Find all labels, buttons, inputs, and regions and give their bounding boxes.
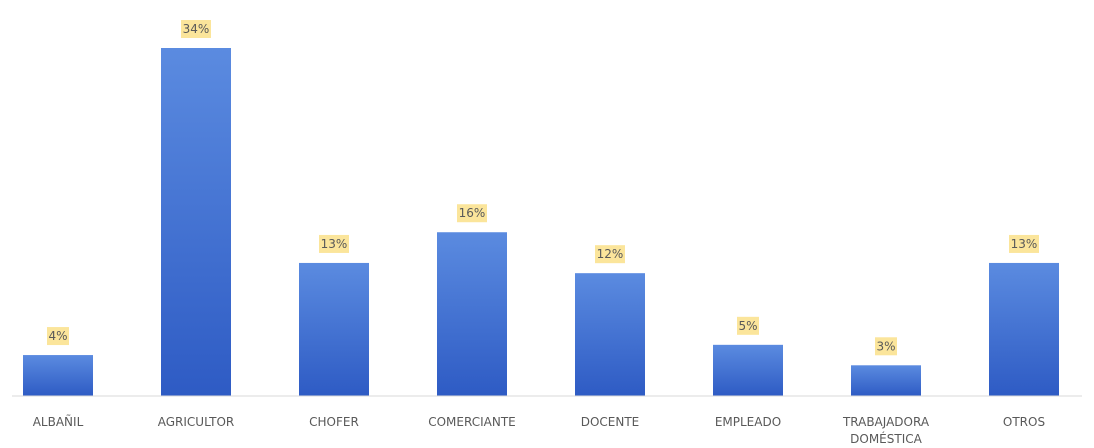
data-label-text-0: 4% bbox=[48, 329, 67, 343]
category-label-0: ALBAÑIL bbox=[33, 414, 84, 429]
bar-1 bbox=[161, 48, 231, 396]
data-label-bg-3 bbox=[457, 204, 487, 223]
data-label-3: 16% bbox=[457, 204, 487, 223]
data-label-text-5: 5% bbox=[738, 319, 757, 333]
bar-2 bbox=[299, 262, 369, 396]
category-label-1: AGRICULTOR bbox=[158, 415, 234, 429]
bar-5 bbox=[713, 344, 783, 396]
bar-3 bbox=[437, 232, 507, 396]
data-label-bg-2 bbox=[319, 234, 349, 253]
category-label-5: EMPLEADO bbox=[715, 415, 781, 429]
bar-7 bbox=[989, 262, 1059, 396]
category-label-3: COMERCIANTE bbox=[428, 415, 516, 429]
category-label-7: OTROS bbox=[1003, 415, 1045, 429]
data-label-bg-0 bbox=[47, 327, 69, 346]
data-label-bg-4 bbox=[595, 245, 625, 264]
data-label-5: 5% bbox=[737, 316, 759, 335]
data-label-text-4: 12% bbox=[597, 247, 624, 261]
data-label-2: 13% bbox=[319, 234, 349, 253]
data-label-bg-1 bbox=[181, 20, 211, 38]
data-label-text-1: 34% bbox=[183, 22, 210, 36]
data-label-bg-7 bbox=[1009, 234, 1039, 253]
data-label-1: 34% bbox=[181, 20, 211, 38]
data-label-0: 4% bbox=[47, 327, 69, 346]
bar-0 bbox=[23, 355, 93, 396]
bar-4 bbox=[575, 273, 645, 396]
category-label-6-line-1: DOMÉSTICA bbox=[850, 431, 922, 446]
data-label-4: 12% bbox=[595, 245, 625, 264]
category-label-4: DOCENTE bbox=[581, 415, 640, 429]
data-label-bg-6 bbox=[875, 337, 897, 356]
data-label-6: 3% bbox=[875, 337, 897, 356]
data-labels-group: 4% 34% 13% 16% 12% 5% 3% 13% bbox=[47, 20, 1039, 356]
data-label-text-2: 13% bbox=[321, 237, 348, 251]
data-label-bg-5 bbox=[737, 316, 759, 335]
data-label-7: 13% bbox=[1009, 234, 1039, 253]
category-label-2: CHOFER bbox=[309, 415, 359, 429]
data-label-text-3: 16% bbox=[459, 206, 486, 220]
bar-6 bbox=[851, 365, 921, 396]
category-label-6-line-0: TRABAJADORA bbox=[842, 415, 930, 429]
data-label-text-6: 3% bbox=[876, 339, 895, 353]
bars-group bbox=[23, 48, 1059, 396]
category-labels-group: ALBAÑIL AGRICULTOR CHOFER COMERCIANTE DOCENT… bbox=[33, 414, 1045, 446]
data-label-text-7: 13% bbox=[1011, 237, 1038, 251]
